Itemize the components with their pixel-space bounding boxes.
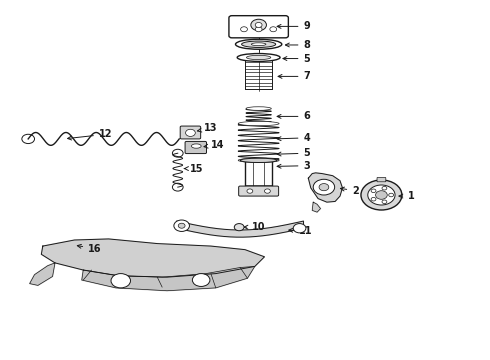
FancyBboxPatch shape — [377, 177, 386, 182]
Circle shape — [172, 183, 183, 191]
Ellipse shape — [246, 55, 271, 60]
Polygon shape — [82, 266, 255, 291]
FancyBboxPatch shape — [239, 186, 279, 196]
FancyBboxPatch shape — [229, 16, 288, 38]
Circle shape — [293, 224, 306, 233]
Circle shape — [174, 220, 190, 231]
FancyBboxPatch shape — [180, 126, 201, 139]
Circle shape — [255, 22, 262, 27]
Circle shape — [172, 149, 183, 157]
Text: 4: 4 — [277, 133, 310, 143]
Circle shape — [313, 179, 335, 195]
Text: 15: 15 — [184, 163, 204, 174]
Circle shape — [270, 27, 277, 32]
Text: 9: 9 — [277, 21, 310, 31]
Polygon shape — [308, 173, 343, 202]
Circle shape — [382, 200, 387, 204]
Text: 5: 5 — [283, 54, 310, 64]
Circle shape — [371, 189, 376, 193]
Circle shape — [265, 189, 270, 193]
Circle shape — [319, 184, 329, 191]
Circle shape — [382, 186, 387, 190]
Ellipse shape — [251, 43, 266, 46]
Text: 3: 3 — [277, 161, 310, 171]
Circle shape — [234, 224, 244, 231]
Circle shape — [361, 180, 402, 210]
Polygon shape — [41, 239, 265, 277]
Ellipse shape — [246, 107, 271, 111]
Circle shape — [375, 191, 387, 199]
Circle shape — [241, 27, 247, 32]
Ellipse shape — [192, 144, 201, 148]
Circle shape — [371, 197, 376, 201]
Circle shape — [178, 223, 185, 228]
Circle shape — [186, 129, 196, 136]
Text: 10: 10 — [244, 222, 266, 232]
Circle shape — [22, 134, 34, 144]
Ellipse shape — [238, 121, 279, 126]
Text: 14: 14 — [204, 140, 224, 150]
Ellipse shape — [246, 121, 271, 125]
Ellipse shape — [236, 39, 282, 49]
Circle shape — [389, 193, 393, 197]
Text: 12: 12 — [68, 129, 112, 140]
Text: 1: 1 — [399, 191, 415, 201]
Text: 2: 2 — [341, 186, 359, 196]
Ellipse shape — [238, 158, 279, 162]
Text: 8: 8 — [285, 40, 310, 50]
Polygon shape — [177, 221, 303, 237]
Circle shape — [193, 274, 210, 287]
Circle shape — [255, 27, 262, 32]
Ellipse shape — [240, 158, 277, 162]
Polygon shape — [30, 263, 55, 285]
Text: 7: 7 — [278, 71, 310, 81]
Text: 16: 16 — [77, 244, 101, 253]
Circle shape — [111, 274, 130, 288]
Ellipse shape — [242, 41, 276, 48]
Circle shape — [247, 189, 253, 193]
Text: 5: 5 — [277, 148, 310, 158]
Text: 13: 13 — [197, 123, 217, 133]
Circle shape — [251, 19, 267, 31]
Ellipse shape — [237, 54, 280, 62]
Text: 6: 6 — [277, 111, 310, 121]
Polygon shape — [312, 202, 320, 212]
Circle shape — [368, 185, 395, 205]
Text: 11: 11 — [289, 226, 312, 236]
FancyBboxPatch shape — [185, 141, 206, 154]
